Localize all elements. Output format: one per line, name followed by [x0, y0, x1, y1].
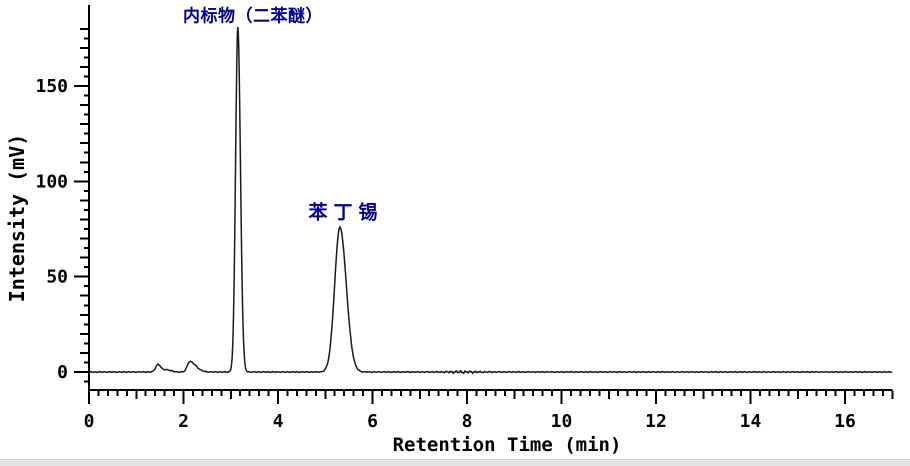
- x-axis-title: Retention Time (min): [392, 434, 622, 456]
- y-tick-label-50: 50: [46, 267, 68, 288]
- x-tick-label-6: 6: [367, 411, 378, 432]
- x-tick-label-2: 2: [178, 411, 189, 432]
- x-tick-label-8: 8: [462, 411, 473, 432]
- x-tick-label-0: 0: [84, 411, 95, 432]
- x-tick-label-4: 4: [273, 411, 284, 432]
- peak-label-internal-standard: 内标物（二苯醚）: [182, 6, 323, 27]
- y-tick-label-150: 150: [35, 76, 68, 97]
- x-tick-label-12: 12: [645, 411, 667, 432]
- peak-label-fenbutatin: 苯丁锡: [308, 201, 384, 224]
- x-tick-label-10: 10: [551, 411, 573, 432]
- x-tick-label-16: 16: [834, 411, 856, 432]
- y-tick-label-100: 100: [35, 171, 68, 192]
- y-axis-title: Intensity (mV): [5, 133, 29, 303]
- x-tick-label-14: 14: [740, 411, 762, 432]
- y-tick-label-0: 0: [57, 362, 68, 383]
- window-bottom-strip: [0, 459, 910, 466]
- chromatogram-trace: [88, 26, 893, 375]
